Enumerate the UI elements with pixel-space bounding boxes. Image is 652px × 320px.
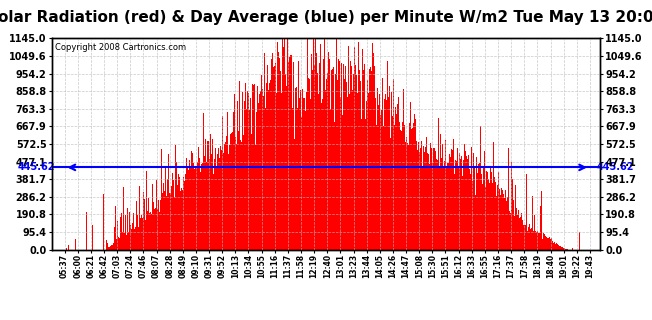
Text: 445.62: 445.62 [597,163,634,172]
Text: 445.62: 445.62 [18,163,55,172]
Text: Copyright 2008 Cartronics.com: Copyright 2008 Cartronics.com [55,43,186,52]
Text: Solar Radiation (red) & Day Average (blue) per Minute W/m2 Tue May 13 20:00: Solar Radiation (red) & Day Average (blu… [0,10,652,25]
